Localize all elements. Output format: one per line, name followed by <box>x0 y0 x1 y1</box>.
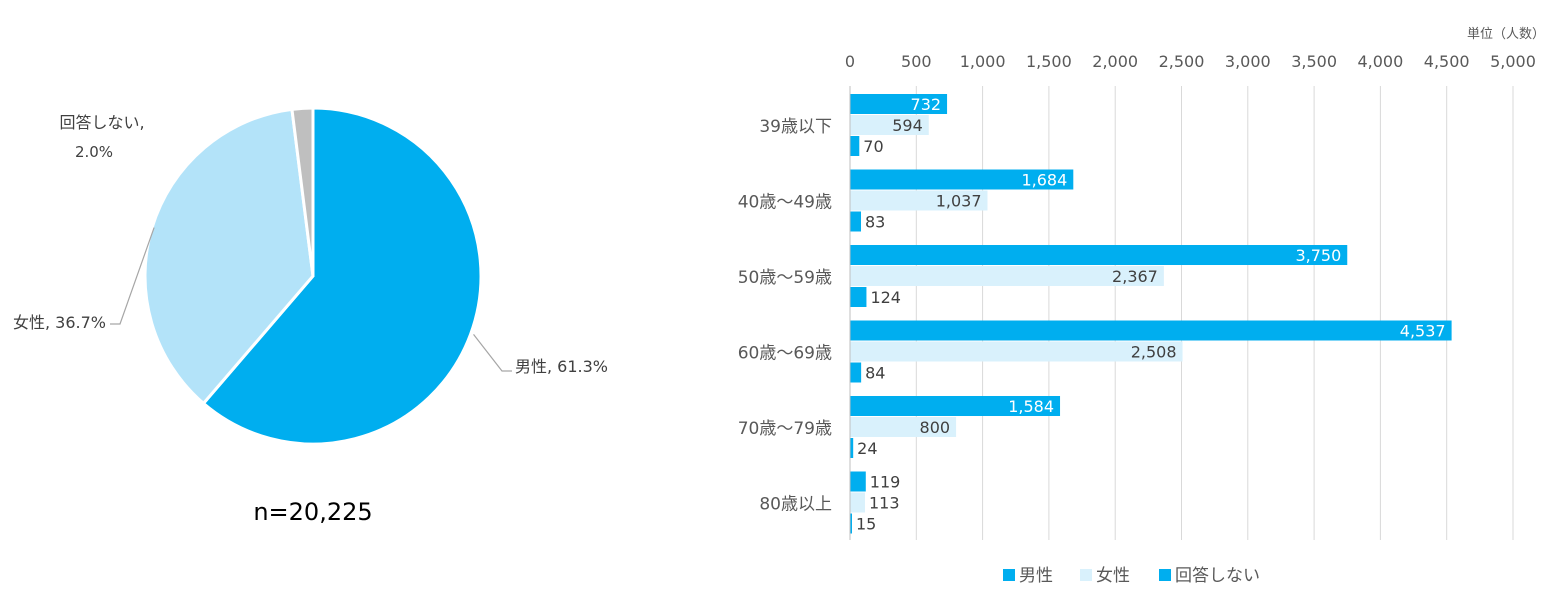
bar-data-label: 1,584 <box>1008 397 1054 416</box>
category-label: 80歳以上 <box>759 495 832 515</box>
bar-data-label: 84 <box>865 364 885 383</box>
unit-label: 単位（人数） <box>1467 26 1545 42</box>
bar-data-label: 594 <box>892 116 923 135</box>
bar-data-label: 3,750 <box>1295 246 1341 265</box>
category-label: 39歳以下 <box>759 117 832 137</box>
x-tick-label: 4,500 <box>1424 52 1470 71</box>
legend-swatch-0 <box>1003 569 1015 581</box>
pie-slice-1 <box>143 107 315 406</box>
bar-1-0 <box>850 115 929 135</box>
pie-slice-0 <box>201 106 483 446</box>
bar-0-3 <box>850 320 1452 341</box>
bar-data-label: 15 <box>856 515 876 534</box>
bar-1-5 <box>850 492 865 513</box>
bar-0-5 <box>850 471 866 492</box>
bar-data-label: 1,684 <box>1021 171 1067 190</box>
x-tick-label: 500 <box>901 52 932 71</box>
pie-label-noanswer-pct: 2.0% <box>75 143 113 161</box>
category-label: 70歳～79歳 <box>738 419 832 439</box>
x-tick-label: 0 <box>845 52 855 71</box>
legend-swatch-2 <box>1159 569 1171 581</box>
pie-label-noanswer-name: 回答しない, <box>59 113 144 132</box>
bar-1-2 <box>850 266 1164 286</box>
bar-data-label: 83 <box>865 213 885 232</box>
bar-0-4 <box>850 396 1061 416</box>
bar-2-0 <box>850 136 860 156</box>
x-tick-label: 1,000 <box>960 52 1006 71</box>
x-tick-label: 4,000 <box>1357 52 1403 71</box>
bar-2-5 <box>850 513 852 534</box>
bar-data-label: 113 <box>869 494 900 513</box>
bar-2-1 <box>850 211 862 232</box>
bar-data-label: 800 <box>920 418 951 437</box>
x-tick-label: 5,000 <box>1490 52 1536 71</box>
bar-data-label: 2,508 <box>1131 343 1177 362</box>
pie-label-female: 女性, 36.7% <box>13 313 106 332</box>
pie-slice-2 <box>290 106 315 277</box>
bar-data-label: 24 <box>857 439 877 458</box>
bar-2-4 <box>850 438 854 458</box>
legend-swatch-1 <box>1080 569 1092 581</box>
pie-label-male: 男性, 61.3% <box>515 357 608 376</box>
category-label: 50歳～59歳 <box>738 268 832 288</box>
bar-data-label: 2,367 <box>1112 267 1158 286</box>
bar-0-0 <box>850 94 948 114</box>
bar-1-3 <box>850 341 1183 362</box>
pie-chart: 男性, 61.3% 女性, 36.7% 回答しない, 2.0% n=20,225 <box>13 106 608 526</box>
bar-1-4 <box>850 417 957 437</box>
legend-label: 男性 <box>1019 566 1053 586</box>
bar-data-label: 70 <box>863 137 883 156</box>
bar-data-label: 4,537 <box>1400 322 1446 341</box>
pie-leader-line-1 <box>110 227 155 325</box>
x-tick-label: 1,500 <box>1026 52 1072 71</box>
bar-0-1 <box>850 169 1074 190</box>
bar-data-label: 124 <box>870 288 901 307</box>
x-tick-label: 2,500 <box>1159 52 1205 71</box>
bar-1-1 <box>850 190 988 211</box>
bar-2-3 <box>850 362 862 383</box>
bar-2-2 <box>850 287 867 307</box>
bar-data-label: 119 <box>870 473 901 492</box>
x-tick-label: 3,500 <box>1291 52 1337 71</box>
bar-0-2 <box>850 245 1348 265</box>
legend-label: 回答しない <box>1175 566 1260 586</box>
bar-chart: 0 500 1,000 1,500 2,000 2,500 3,000 3,500 4,000 4… <box>738 26 1545 586</box>
bar-data-label: 732 <box>911 95 942 114</box>
x-tick-label: 3,000 <box>1225 52 1271 71</box>
pie-leader-line-0 <box>473 334 512 372</box>
x-tick-label: 2,000 <box>1092 52 1138 71</box>
bar-data-label: 1,037 <box>936 192 982 211</box>
legend-label: 女性 <box>1096 566 1130 586</box>
pie-sample-size: n=20,225 <box>253 498 372 526</box>
category-label: 40歳～49歳 <box>738 193 832 213</box>
category-label: 60歳～69歳 <box>738 344 832 364</box>
